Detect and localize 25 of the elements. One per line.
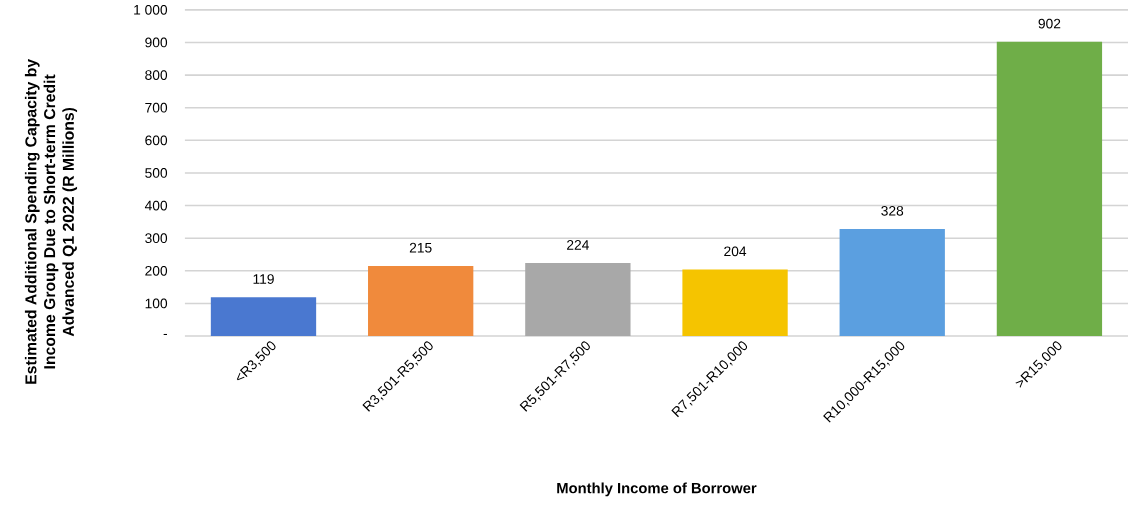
data-label: 119: [253, 274, 274, 285]
y-tick-label: 1 000: [134, 5, 168, 15]
y-axis-title: Estimated Additional Spending Capacity by Income Group Due to Short-term Credit Advanced Q1 2022 (R Millions): [24, 59, 78, 385]
data-label: 902: [1038, 18, 1061, 29]
y-tick-label: 600: [145, 135, 168, 146]
y-tick-label: -: [163, 334, 168, 336]
bar: [996, 42, 1103, 337]
y-tick-label: 900: [145, 37, 168, 48]
y-tick-label: 400: [144, 200, 168, 211]
y-tick-label: 800: [145, 70, 168, 81]
data-label: 215: [409, 243, 432, 253]
bar: [210, 297, 317, 337]
data-label: 328: [881, 206, 904, 216]
y-tick-label: 700: [145, 103, 168, 113]
y-tick-label: 500: [145, 168, 168, 179]
bar: [839, 229, 945, 337]
data-label: 224: [567, 240, 589, 250]
y-tick-label: 300: [145, 233, 168, 244]
bar: [368, 266, 474, 337]
x-axis-title: Monthly Income of Borrower: [557, 482, 757, 497]
y-tick-label: 200: [145, 266, 168, 276]
y-tick-label: 100: [145, 298, 168, 309]
data-label: 204: [724, 246, 747, 257]
bar: [525, 263, 631, 337]
bar: [682, 269, 788, 337]
